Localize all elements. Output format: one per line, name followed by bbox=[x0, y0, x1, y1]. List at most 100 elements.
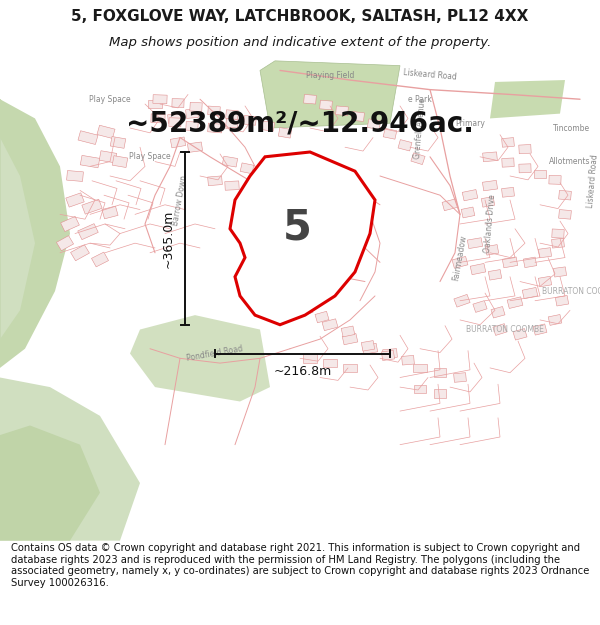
Polygon shape bbox=[454, 372, 466, 382]
Polygon shape bbox=[335, 106, 349, 116]
Text: 5, FOXGLOVE WAY, LATCHBROOK, SALTASH, PL12 4XX: 5, FOXGLOVE WAY, LATCHBROOK, SALTASH, PL… bbox=[71, 9, 529, 24]
Polygon shape bbox=[519, 144, 531, 154]
Polygon shape bbox=[352, 111, 365, 121]
Polygon shape bbox=[538, 248, 551, 258]
Polygon shape bbox=[383, 349, 397, 358]
Polygon shape bbox=[148, 100, 162, 108]
Polygon shape bbox=[208, 123, 223, 133]
Polygon shape bbox=[0, 426, 100, 541]
Polygon shape bbox=[434, 389, 446, 398]
Polygon shape bbox=[167, 114, 182, 123]
Text: Sycamore Road: Sycamore Road bbox=[240, 216, 300, 232]
Polygon shape bbox=[382, 351, 395, 361]
Polygon shape bbox=[315, 311, 329, 322]
Polygon shape bbox=[61, 216, 79, 232]
Polygon shape bbox=[383, 128, 397, 139]
Polygon shape bbox=[323, 359, 337, 368]
Polygon shape bbox=[208, 106, 220, 116]
Polygon shape bbox=[341, 326, 355, 337]
Polygon shape bbox=[488, 269, 502, 280]
Polygon shape bbox=[223, 156, 238, 167]
Polygon shape bbox=[491, 306, 505, 318]
Polygon shape bbox=[442, 199, 458, 211]
Polygon shape bbox=[485, 244, 499, 255]
Text: Barrow Down: Barrow Down bbox=[171, 174, 189, 226]
Polygon shape bbox=[361, 341, 374, 351]
Polygon shape bbox=[153, 94, 167, 104]
Polygon shape bbox=[80, 156, 100, 168]
Polygon shape bbox=[151, 114, 165, 123]
Polygon shape bbox=[91, 252, 109, 267]
Polygon shape bbox=[226, 118, 238, 128]
Polygon shape bbox=[303, 354, 317, 362]
Text: Play Space: Play Space bbox=[299, 253, 341, 262]
Text: Fairmeadow: Fairmeadow bbox=[452, 234, 469, 281]
Polygon shape bbox=[185, 109, 199, 118]
Polygon shape bbox=[434, 368, 446, 377]
Polygon shape bbox=[56, 236, 74, 251]
Polygon shape bbox=[502, 138, 514, 148]
Polygon shape bbox=[342, 334, 358, 345]
Text: BURRATON COOMBE: BURRATON COOMBE bbox=[542, 287, 600, 296]
Text: Pondfield Road: Pondfield Road bbox=[186, 344, 244, 363]
Polygon shape bbox=[549, 176, 561, 184]
Text: Allotments: Allotments bbox=[549, 157, 591, 166]
Polygon shape bbox=[97, 125, 115, 139]
Polygon shape bbox=[78, 224, 98, 239]
Text: Oaklands Drive: Oaklands Drive bbox=[483, 194, 497, 254]
Text: Playing Field: Playing Field bbox=[306, 71, 354, 80]
Polygon shape bbox=[208, 176, 223, 186]
Polygon shape bbox=[78, 131, 98, 144]
Polygon shape bbox=[461, 207, 475, 218]
Polygon shape bbox=[462, 189, 478, 201]
Polygon shape bbox=[0, 99, 50, 349]
Polygon shape bbox=[297, 304, 313, 316]
Polygon shape bbox=[367, 119, 380, 129]
Polygon shape bbox=[240, 163, 254, 174]
Polygon shape bbox=[66, 193, 84, 207]
Polygon shape bbox=[473, 301, 487, 312]
Polygon shape bbox=[99, 151, 117, 163]
Polygon shape bbox=[559, 209, 571, 219]
Polygon shape bbox=[260, 61, 400, 128]
Polygon shape bbox=[170, 137, 185, 148]
Text: Map shows position and indicative extent of the property.: Map shows position and indicative extent… bbox=[109, 36, 491, 49]
Text: Primary: Primary bbox=[455, 119, 485, 127]
Polygon shape bbox=[112, 156, 128, 168]
Text: e Park: e Park bbox=[408, 95, 432, 104]
Polygon shape bbox=[513, 329, 527, 340]
Polygon shape bbox=[322, 319, 338, 331]
Polygon shape bbox=[533, 324, 547, 335]
Polygon shape bbox=[553, 267, 566, 277]
Polygon shape bbox=[225, 181, 239, 190]
Polygon shape bbox=[534, 170, 546, 178]
Polygon shape bbox=[172, 99, 184, 107]
Polygon shape bbox=[454, 294, 470, 307]
Text: Play Space: Play Space bbox=[129, 152, 171, 161]
Text: Tincombe: Tincombe bbox=[553, 124, 590, 132]
Polygon shape bbox=[343, 364, 357, 372]
Polygon shape bbox=[522, 288, 538, 299]
Polygon shape bbox=[502, 188, 514, 198]
Polygon shape bbox=[187, 142, 203, 152]
Polygon shape bbox=[230, 152, 375, 325]
Polygon shape bbox=[414, 385, 426, 393]
Polygon shape bbox=[82, 199, 102, 214]
Polygon shape bbox=[552, 229, 564, 238]
Polygon shape bbox=[0, 99, 70, 368]
Polygon shape bbox=[130, 315, 270, 401]
Polygon shape bbox=[482, 152, 497, 162]
Polygon shape bbox=[320, 100, 332, 110]
Text: 5: 5 bbox=[283, 207, 311, 249]
Polygon shape bbox=[362, 343, 377, 354]
Text: Liskeard Road: Liskeard Road bbox=[403, 68, 457, 82]
Polygon shape bbox=[523, 257, 536, 268]
Text: Grenfell Avenue: Grenfell Avenue bbox=[413, 98, 427, 159]
Polygon shape bbox=[470, 264, 486, 275]
Text: Play Space: Play Space bbox=[89, 95, 131, 104]
Polygon shape bbox=[169, 118, 181, 127]
Polygon shape bbox=[502, 257, 518, 268]
Polygon shape bbox=[0, 378, 140, 541]
Text: ~216.8m: ~216.8m bbox=[274, 365, 332, 378]
Polygon shape bbox=[481, 197, 494, 207]
